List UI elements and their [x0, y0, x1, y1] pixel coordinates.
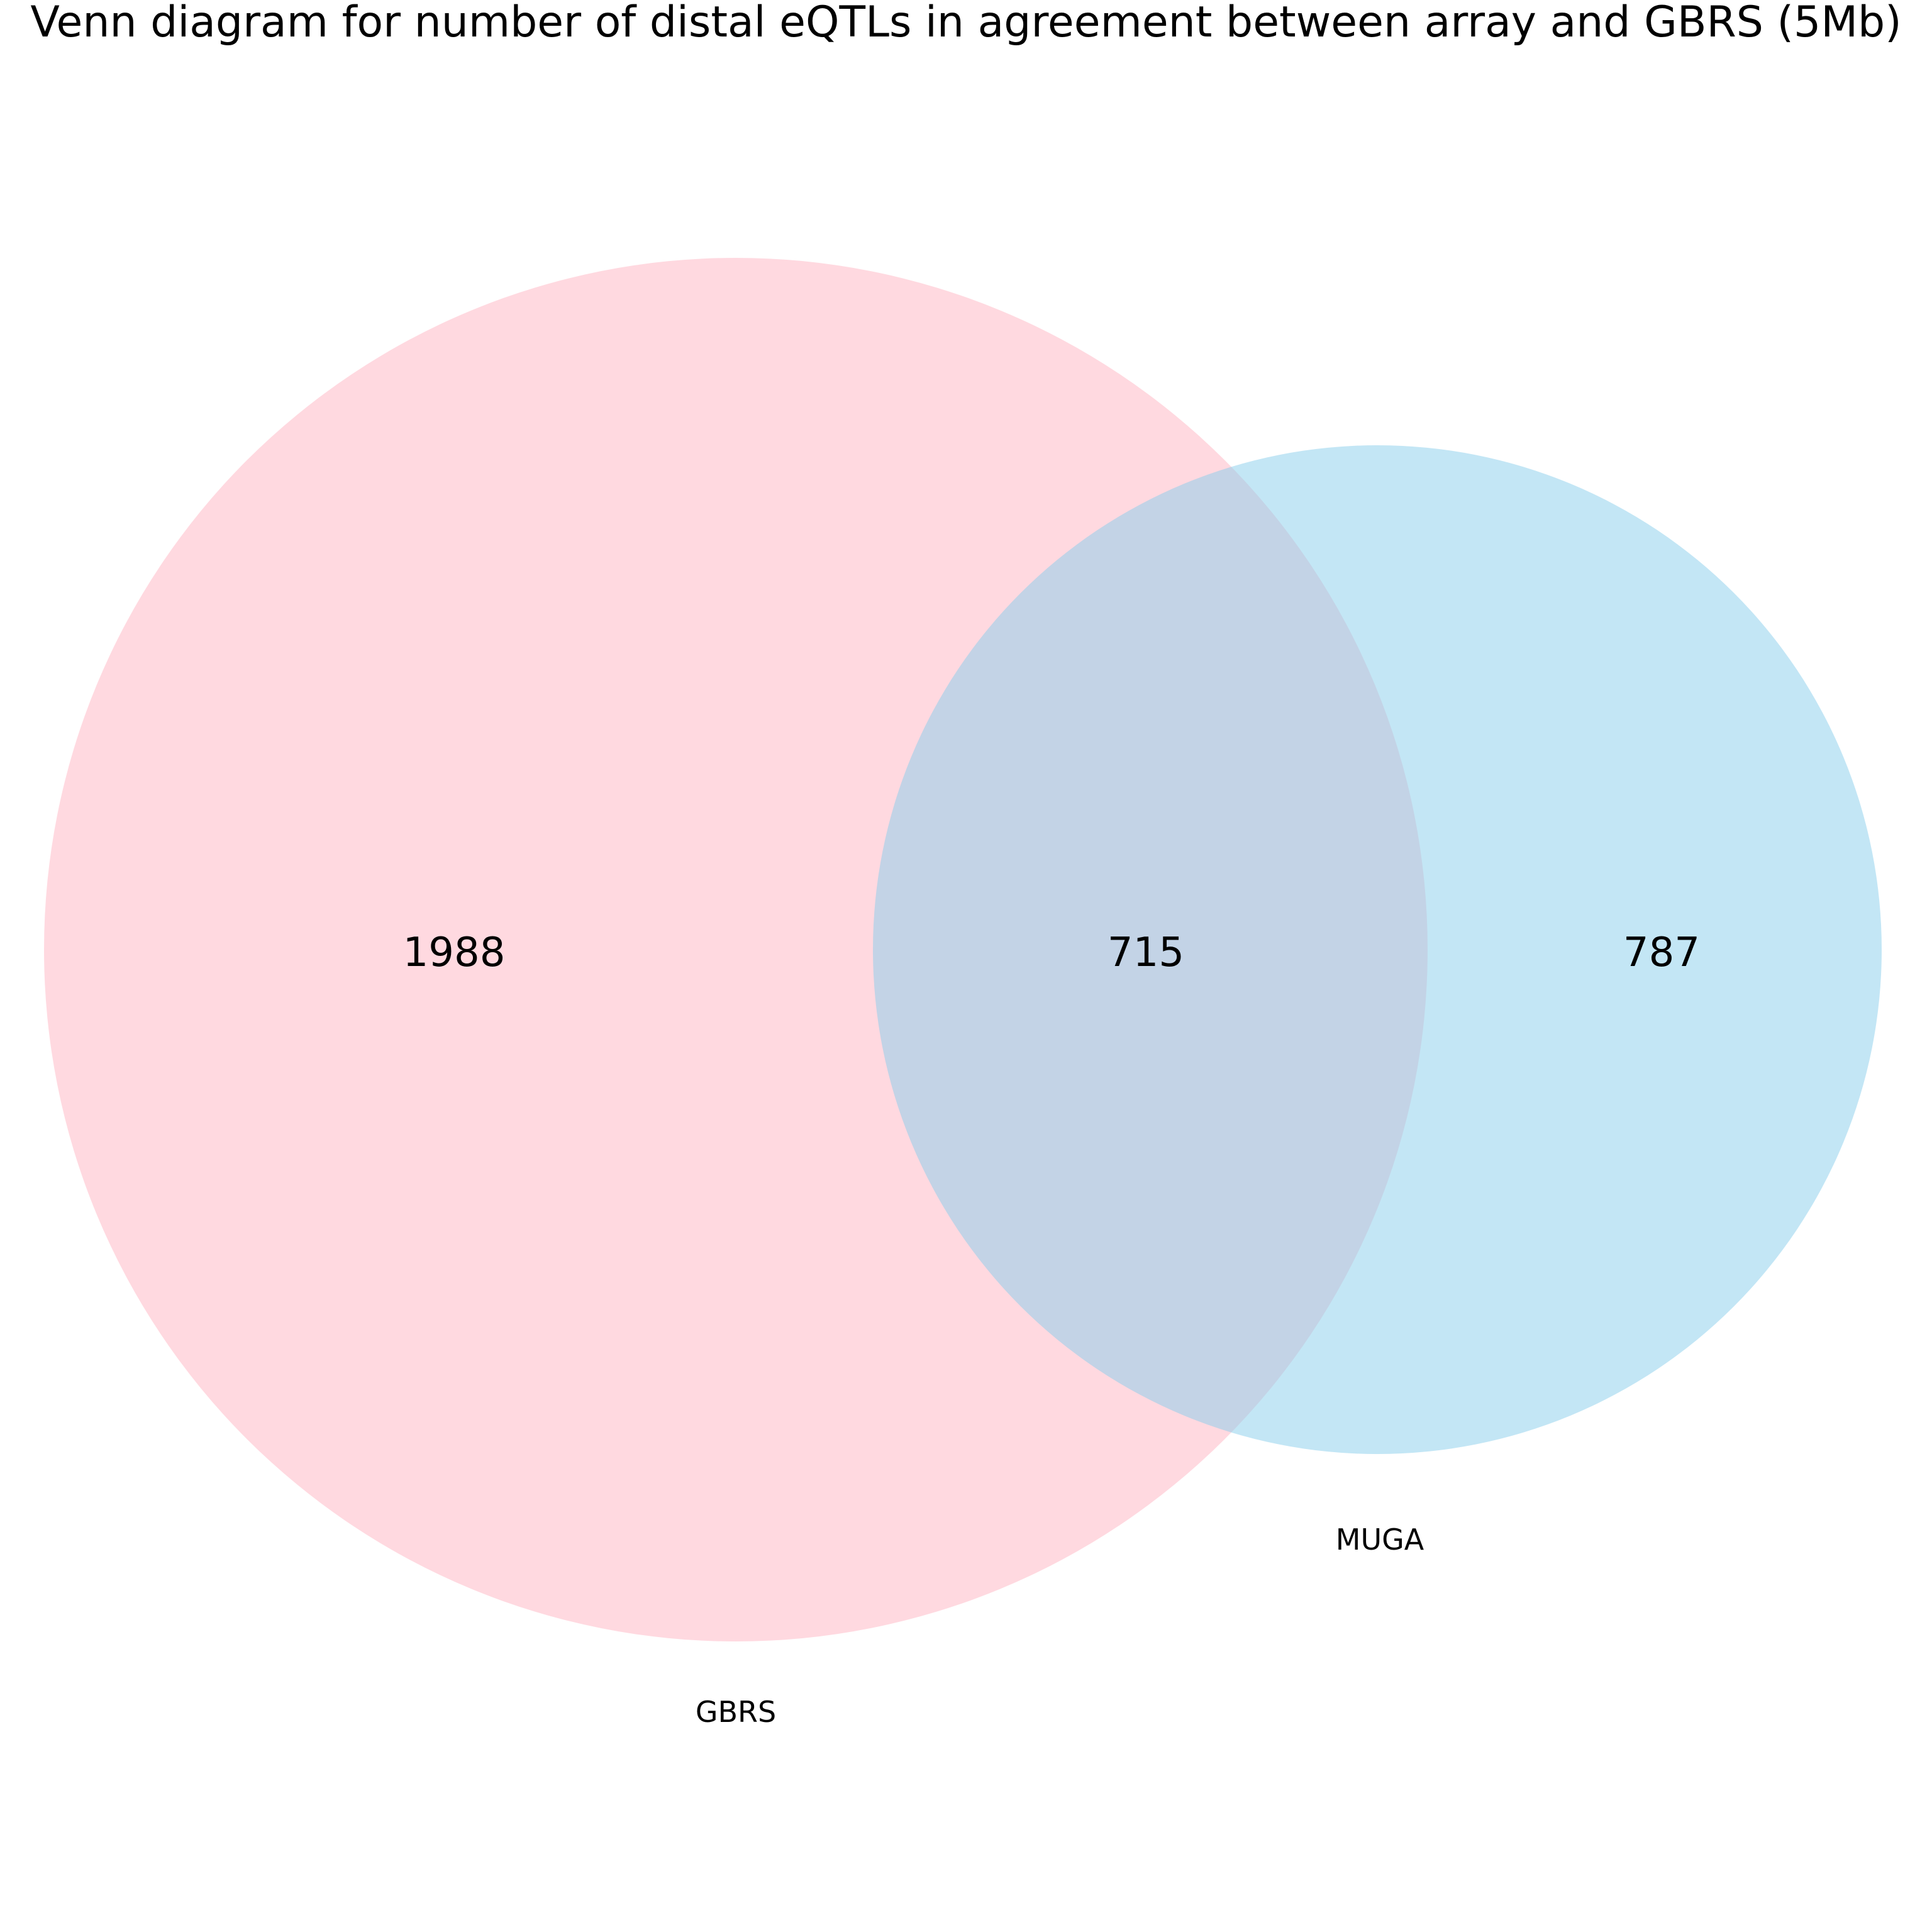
muga-only-count: 787 — [1623, 930, 1700, 976]
gbrs-only-count: 1988 — [403, 930, 506, 976]
intersection-count: 715 — [1108, 930, 1184, 976]
muga-circle — [873, 445, 1882, 1454]
gbrs-set-label: GBRS — [696, 1695, 776, 1729]
chart-title: Venn diagram for number of distal eQTLs … — [30, 0, 1901, 47]
muga-set-label: MUGA — [1336, 1523, 1424, 1557]
